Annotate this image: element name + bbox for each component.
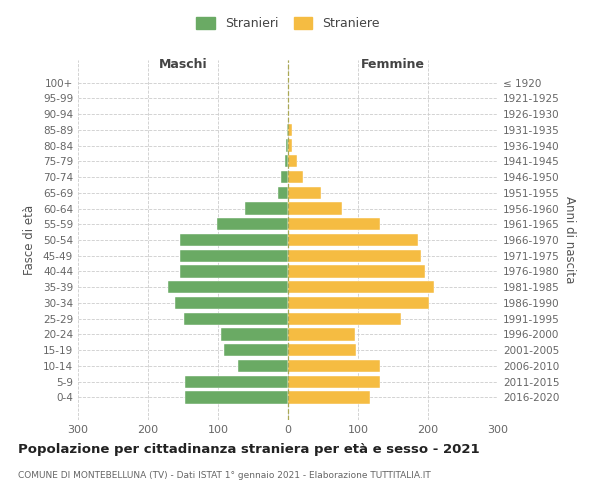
Bar [287,124,288,136]
Bar [288,312,401,325]
Bar [288,234,418,246]
Bar [288,250,421,262]
Bar [288,392,370,404]
Bar [238,360,288,372]
Bar [288,218,380,230]
Bar [278,186,288,199]
Bar [224,344,288,356]
Bar [167,281,288,293]
Bar [288,328,355,340]
Legend: Stranieri, Straniere: Stranieri, Straniere [191,12,385,36]
Text: Maschi: Maschi [158,58,208,71]
Bar [288,297,429,309]
Bar [288,360,380,372]
Y-axis label: Anni di nascita: Anni di nascita [563,196,576,284]
Bar [288,376,380,388]
Bar [217,218,288,230]
Text: COMUNE DI MONTEBELLUNA (TV) - Dati ISTAT 1° gennaio 2021 - Elaborazione TUTTITAL: COMUNE DI MONTEBELLUNA (TV) - Dati ISTAT… [18,472,431,480]
Bar [179,234,288,246]
Bar [288,171,304,183]
Bar [288,124,292,136]
Text: Femmine: Femmine [361,58,425,71]
Bar [284,155,288,168]
Text: Popolazione per cittadinanza straniera per età e sesso - 2021: Popolazione per cittadinanza straniera p… [18,442,479,456]
Bar [288,140,292,151]
Bar [185,376,288,388]
Bar [175,297,288,309]
Bar [185,392,288,404]
Bar [245,202,288,214]
Bar [184,312,288,325]
Bar [288,266,425,278]
Bar [288,344,356,356]
Bar [288,186,321,199]
Bar [281,171,288,183]
Bar [288,281,434,293]
Bar [286,140,288,151]
Y-axis label: Fasce di età: Fasce di età [23,205,36,275]
Bar [221,328,288,340]
Bar [288,202,342,214]
Bar [179,250,288,262]
Bar [179,266,288,278]
Bar [288,155,297,168]
